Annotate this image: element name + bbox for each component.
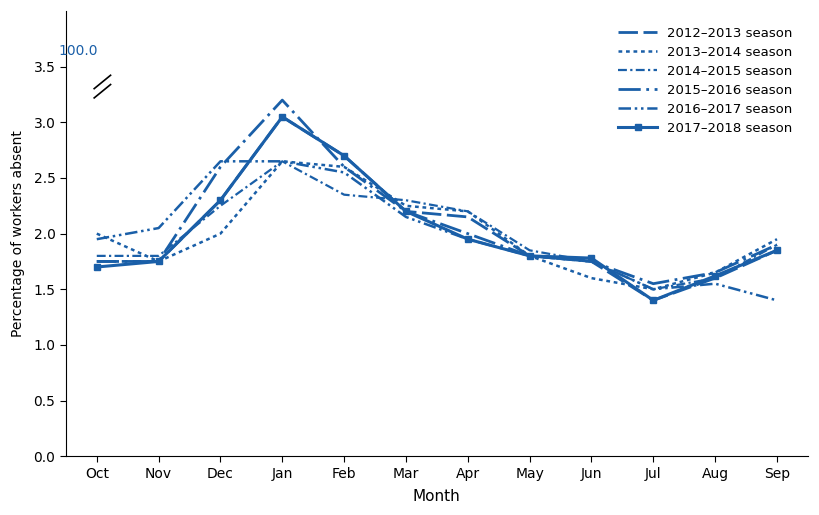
Text: 100.0: 100.0 — [59, 44, 98, 58]
X-axis label: Month: Month — [413, 489, 461, 504]
Y-axis label: Percentage of workers absent: Percentage of workers absent — [11, 130, 25, 337]
Legend: 2012–2013 season, 2013–2014 season, 2014–2015 season, 2015–2016 season, 2016–201: 2012–2013 season, 2013–2014 season, 2014… — [609, 18, 801, 144]
